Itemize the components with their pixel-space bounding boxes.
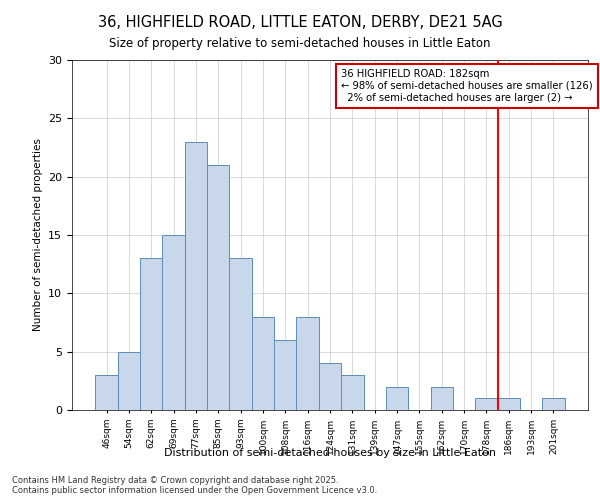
Bar (185, 142, 207, 410)
Bar (319, 364, 341, 410)
Bar (252, 316, 274, 410)
Text: Contains HM Land Registry data © Crown copyright and database right 2025.
Contai: Contains HM Land Registry data © Crown c… (12, 476, 377, 495)
Text: Distribution of semi-detached houses by size in Little Eaton: Distribution of semi-detached houses by … (164, 448, 496, 458)
Text: 36, HIGHFIELD ROAD, LITTLE EATON, DERBY, DE21 5AG: 36, HIGHFIELD ROAD, LITTLE EATON, DERBY,… (98, 15, 502, 30)
Bar (118, 352, 140, 410)
Bar (497, 398, 520, 410)
Bar (341, 375, 364, 410)
Bar (296, 316, 319, 410)
Text: 36 HIGHFIELD ROAD: 182sqm
← 98% of semi-detached houses are smaller (126)
  2% o: 36 HIGHFIELD ROAD: 182sqm ← 98% of semi-… (341, 70, 593, 102)
Bar (475, 398, 497, 410)
Bar (431, 386, 453, 410)
Bar (207, 165, 229, 410)
Bar (274, 340, 296, 410)
Text: Size of property relative to semi-detached houses in Little Eaton: Size of property relative to semi-detach… (109, 38, 491, 51)
Bar (163, 235, 185, 410)
Bar (229, 258, 252, 410)
Bar (542, 398, 565, 410)
Y-axis label: Number of semi-detached properties: Number of semi-detached properties (32, 138, 43, 332)
Bar (386, 386, 408, 410)
Bar (140, 258, 163, 410)
Bar (95, 375, 118, 410)
